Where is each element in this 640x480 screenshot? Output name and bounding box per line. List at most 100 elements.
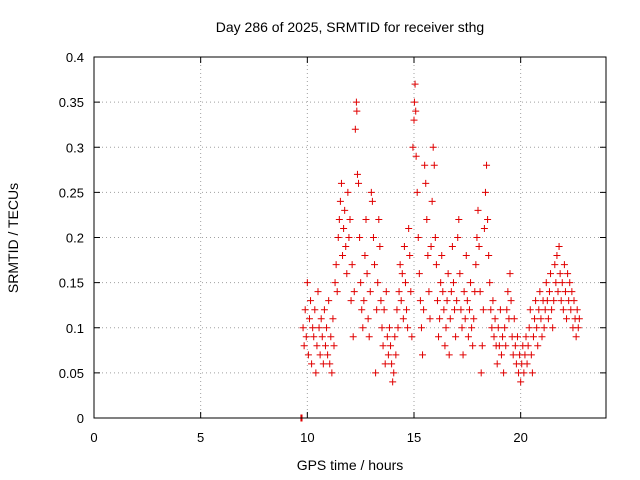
data-point (313, 342, 321, 350)
data-point (474, 206, 482, 214)
data-point (414, 234, 422, 241)
data-point (413, 188, 421, 196)
y-tick-label: 0.2 (66, 231, 84, 246)
data-point (443, 297, 451, 305)
data-point (385, 324, 393, 332)
data-point (470, 315, 478, 323)
data-point (339, 252, 347, 260)
data-point (446, 315, 454, 323)
data-point (329, 315, 337, 323)
data-point (544, 315, 552, 323)
data-point (405, 224, 413, 232)
data-point (378, 324, 386, 332)
data-point (511, 342, 519, 350)
data-point (542, 279, 550, 287)
data-point (461, 315, 469, 323)
data-point (427, 243, 435, 251)
data-point (362, 215, 370, 223)
data-point (550, 297, 558, 305)
y-tick-label: 0.1 (66, 321, 84, 336)
data-point (459, 351, 467, 359)
data-point (348, 261, 356, 269)
data-point (316, 351, 324, 359)
data-point (327, 333, 335, 341)
data-point (510, 315, 518, 323)
data-point (497, 351, 505, 359)
data-point (364, 315, 372, 323)
y-tick-label: 0.4 (66, 50, 84, 65)
data-point (312, 369, 320, 377)
data-point (428, 197, 436, 205)
data-point (458, 324, 466, 332)
data-point (333, 288, 341, 296)
data-point (337, 179, 345, 187)
data-point (494, 324, 502, 332)
data-point (344, 188, 352, 196)
data-point (395, 288, 403, 296)
data-point (422, 179, 430, 187)
data-point (457, 306, 465, 314)
data-point (365, 333, 373, 341)
data-point (554, 288, 562, 296)
data-point (456, 270, 464, 278)
data-point (447, 288, 455, 296)
data-point (334, 234, 342, 241)
data-point (383, 333, 391, 341)
data-point (522, 333, 530, 341)
data-point (575, 315, 583, 323)
data-point (551, 261, 559, 269)
data-point (346, 215, 354, 223)
data-point (410, 116, 418, 124)
data-point (377, 297, 385, 305)
data-point (540, 324, 548, 332)
data-point (412, 107, 420, 115)
data-point (393, 306, 401, 314)
data-point (488, 324, 496, 332)
data-point (415, 270, 423, 278)
data-point (416, 297, 424, 305)
data-point (398, 270, 406, 278)
data-point (421, 161, 429, 169)
data-point (520, 369, 528, 377)
data-point (319, 360, 327, 368)
data-point (572, 333, 580, 341)
data-point (305, 315, 313, 323)
data-point (373, 306, 381, 314)
data-point (558, 279, 566, 287)
data-point (420, 306, 428, 314)
data-point (342, 243, 350, 251)
data-point (318, 333, 326, 341)
data-point (553, 252, 561, 260)
data-point (483, 161, 491, 169)
data-point (302, 333, 310, 341)
data-point (533, 324, 541, 332)
data-point (401, 279, 409, 287)
data-point (526, 306, 534, 314)
data-point (507, 297, 515, 305)
points-layer (297, 80, 583, 422)
data-point (448, 243, 456, 251)
data-point (384, 351, 392, 359)
data-point (331, 279, 339, 287)
data-point (301, 306, 309, 314)
data-point (479, 306, 487, 314)
x-tick-label: 0 (90, 430, 97, 445)
data-point (560, 261, 568, 269)
data-point (431, 234, 439, 241)
data-point (496, 306, 504, 314)
data-point (397, 297, 405, 305)
data-point (320, 306, 328, 314)
data-point (399, 315, 407, 323)
data-point (345, 234, 353, 241)
data-point (495, 342, 503, 350)
data-point (430, 161, 438, 169)
data-point (502, 342, 510, 350)
data-point (408, 333, 416, 341)
data-point (314, 288, 322, 296)
data-point (340, 224, 348, 232)
data-point (375, 215, 383, 223)
data-point (406, 252, 414, 260)
data-point (317, 315, 325, 323)
data-point (523, 360, 531, 368)
data-point (462, 252, 470, 260)
